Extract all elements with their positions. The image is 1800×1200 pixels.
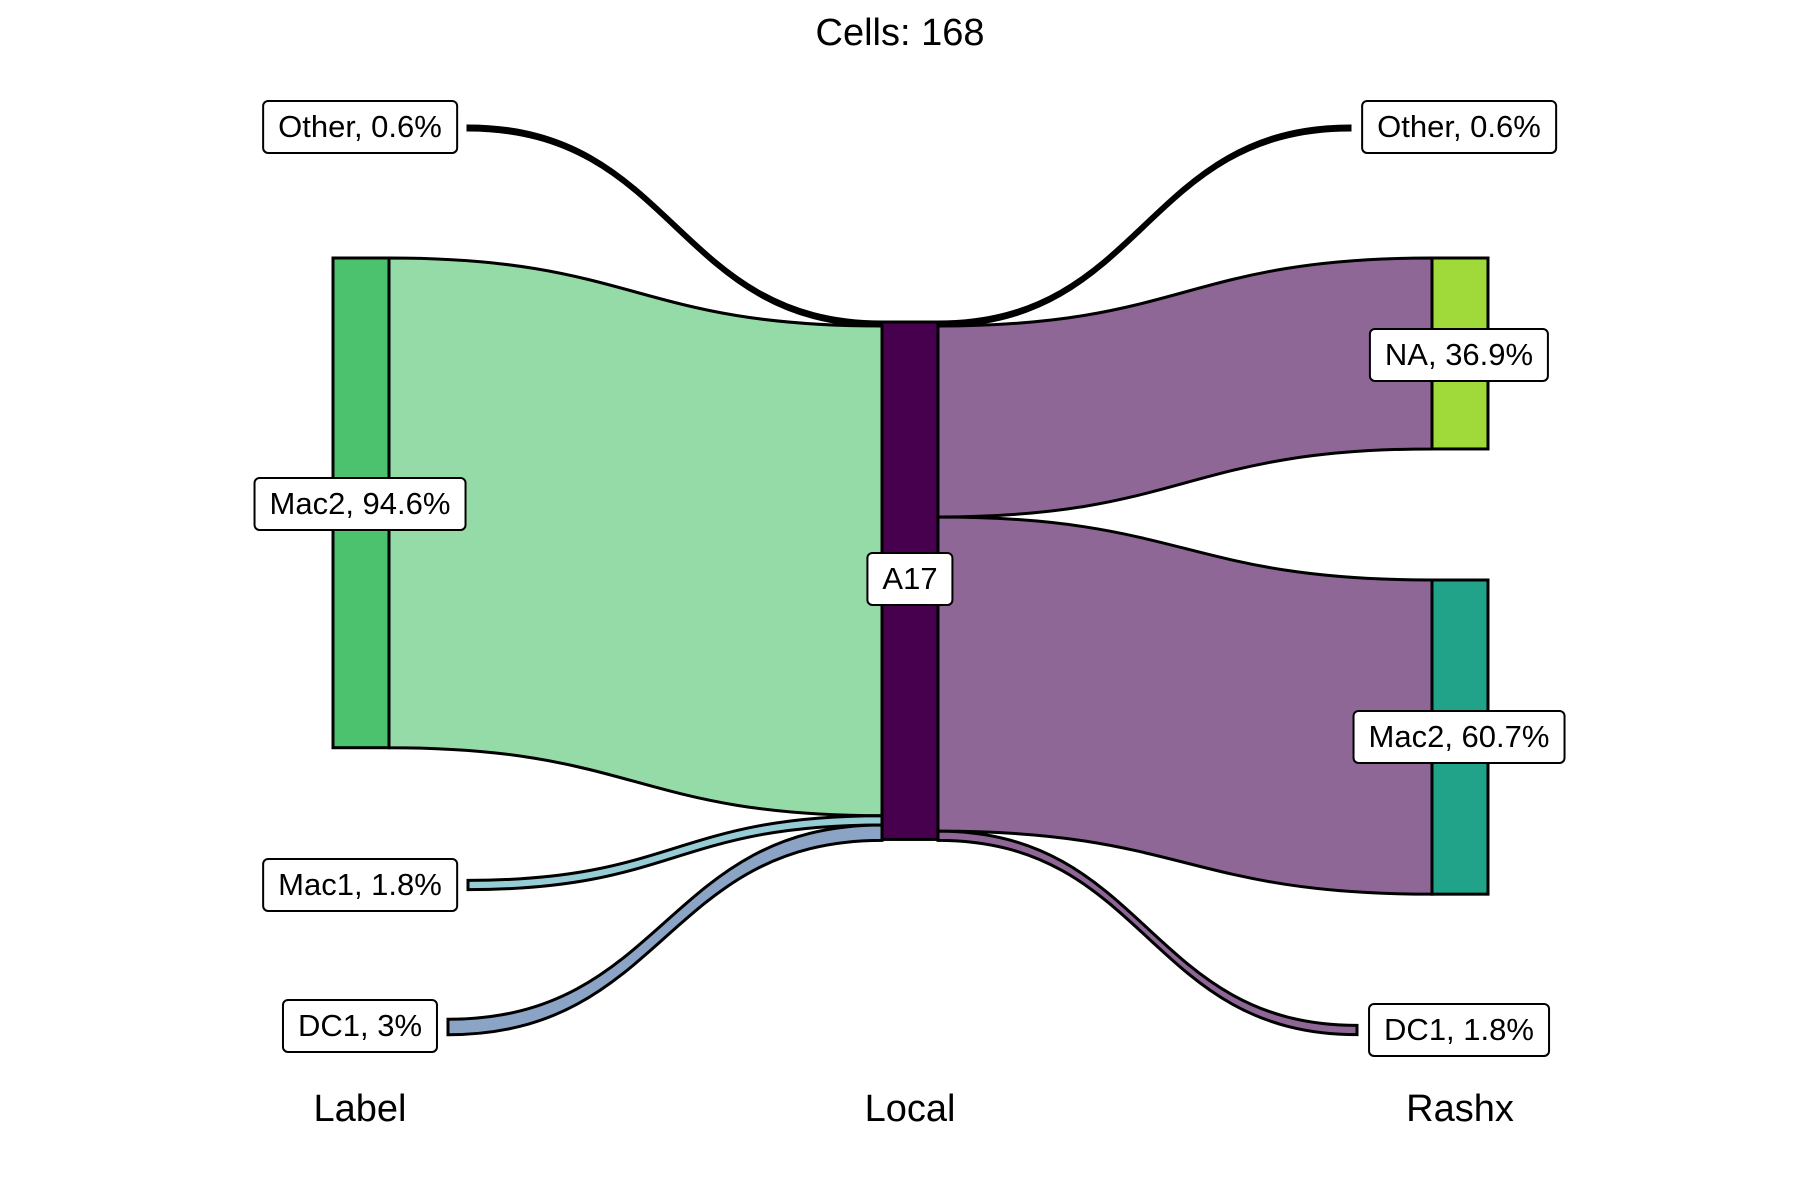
axis-label-local: Local (864, 1088, 956, 1130)
node-label-left-mac2: Mac2, 94.6% (253, 476, 467, 532)
node-label-right-other: Other, 0.6% (1361, 99, 1557, 155)
node-label-left-dc1: DC1, 3% (281, 998, 439, 1054)
link-a17-to-r-na (936, 256, 1434, 519)
node-label-middle-a17: A17 (866, 551, 954, 607)
link-l-mac2-to-a17 (387, 256, 884, 818)
node-label-right-mac2: Mac2, 60.7% (1352, 709, 1566, 765)
link-a17-to-r-dc1 (936, 829, 1359, 1037)
link-a17-to-r-other (936, 124, 1352, 328)
node-label-right-dc1: DC1, 1.8% (1368, 1002, 1550, 1058)
node-label-left-mac1: Mac1, 1.8% (262, 857, 458, 913)
chart-title: Cells: 168 (815, 12, 985, 54)
link-l-mac1-to-a17 (466, 814, 884, 892)
axis-label-rashx: Rashx (1406, 1088, 1514, 1130)
node-label-left-other: Other, 0.6% (262, 99, 458, 155)
link-a17-to-r-mac2 (936, 515, 1434, 896)
node-label-right-na: NA, 36.9% (1368, 327, 1550, 383)
links-layer (387, 124, 1434, 1037)
axis-label-label: Label (313, 1088, 407, 1130)
